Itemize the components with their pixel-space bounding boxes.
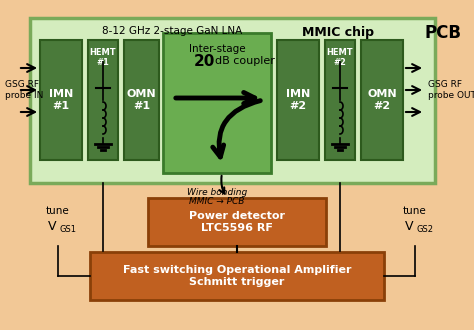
- Bar: [30, 18, 435, 183]
- Text: Power detector
LTC5596 RF: Power detector LTC5596 RF: [189, 211, 285, 233]
- Text: HEMT
#1: HEMT #1: [90, 48, 116, 67]
- Text: Inter-stage: Inter-stage: [189, 44, 246, 54]
- Text: 8-12 GHz 2-stage GaN LNA: 8-12 GHz 2-stage GaN LNA: [101, 26, 242, 36]
- Bar: [325, 40, 355, 160]
- Text: 20: 20: [193, 53, 215, 69]
- Bar: [163, 33, 271, 173]
- Text: PCB: PCB: [425, 24, 462, 42]
- Bar: [361, 40, 403, 160]
- Text: OMN
#2: OMN #2: [367, 89, 397, 111]
- Text: GSG RF
probe OUT: GSG RF probe OUT: [428, 80, 474, 100]
- Text: GS1: GS1: [60, 225, 77, 234]
- Text: V: V: [47, 220, 56, 233]
- Text: tune: tune: [46, 206, 70, 216]
- Text: GSG RF
probe IN: GSG RF probe IN: [5, 80, 44, 100]
- Text: IMN
#1: IMN #1: [49, 89, 73, 111]
- Text: Fast switching Operational Amplifier
Schmitt trigger: Fast switching Operational Amplifier Sch…: [123, 265, 351, 287]
- Text: MMIC → PCB: MMIC → PCB: [189, 197, 245, 206]
- Text: HEMT
#2: HEMT #2: [327, 48, 353, 67]
- Bar: [90, 252, 384, 300]
- Bar: [124, 40, 159, 160]
- Text: GS2: GS2: [417, 225, 434, 234]
- Text: dB coupler: dB coupler: [215, 56, 275, 66]
- Bar: [148, 198, 326, 246]
- Text: tune: tune: [403, 206, 427, 216]
- Bar: [40, 40, 82, 160]
- Bar: [277, 40, 319, 160]
- Text: V: V: [404, 220, 413, 233]
- Text: MMIC chip: MMIC chip: [302, 26, 374, 39]
- Text: Wire bonding: Wire bonding: [187, 188, 247, 197]
- Bar: [88, 40, 118, 160]
- Text: IMN
#2: IMN #2: [286, 89, 310, 111]
- Text: OMN
#1: OMN #1: [127, 89, 156, 111]
